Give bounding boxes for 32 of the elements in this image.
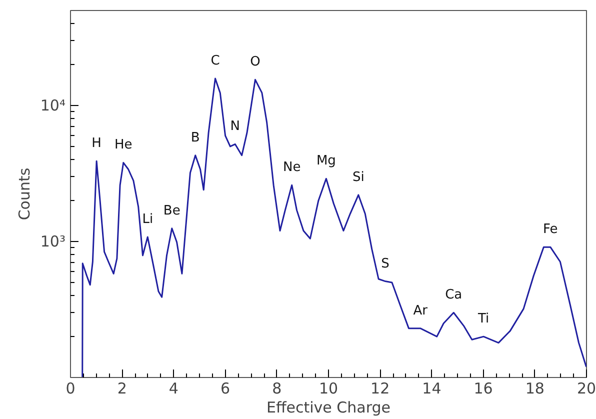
x-tick-label: 16 bbox=[474, 380, 493, 398]
x-tick-label: 2 bbox=[117, 380, 127, 398]
annotation: Mg bbox=[316, 154, 336, 169]
annotation: C bbox=[210, 54, 220, 69]
y-tick-label: 10³ bbox=[40, 232, 66, 251]
x-tick-label: 4 bbox=[168, 380, 178, 398]
x-tick-label: 20 bbox=[576, 380, 596, 398]
annotation: Si bbox=[352, 170, 364, 185]
y-axis-title: Counts bbox=[15, 168, 34, 220]
y-tick-label: 10⁴ bbox=[40, 96, 66, 115]
x-tick-label: 10 bbox=[318, 380, 338, 398]
annotation: Ar bbox=[413, 303, 428, 318]
x-tick-label: 14 bbox=[422, 380, 442, 398]
x-tick-label: 6 bbox=[220, 380, 230, 398]
annotation: S bbox=[381, 256, 390, 272]
annotation: B bbox=[190, 130, 200, 146]
annotation: Ne bbox=[283, 160, 301, 176]
line-series bbox=[82, 78, 586, 378]
annotation: Li bbox=[142, 212, 154, 227]
x-tick-label: 12 bbox=[370, 380, 390, 398]
annotation: O bbox=[250, 54, 260, 70]
x-tick-label: 8 bbox=[272, 380, 282, 398]
annotation: Ti bbox=[476, 312, 490, 327]
x-axis-title: Effective Charge bbox=[266, 398, 391, 416]
annotation: Ca bbox=[445, 288, 462, 303]
annotation: He bbox=[114, 138, 132, 153]
annotation: Fe bbox=[543, 222, 558, 238]
x-tick-label: 18 bbox=[525, 380, 544, 398]
annotation: H bbox=[92, 136, 102, 152]
x-tick-label: 0 bbox=[66, 380, 76, 398]
annotation: Be bbox=[163, 203, 180, 218]
annotation: N bbox=[230, 119, 240, 134]
